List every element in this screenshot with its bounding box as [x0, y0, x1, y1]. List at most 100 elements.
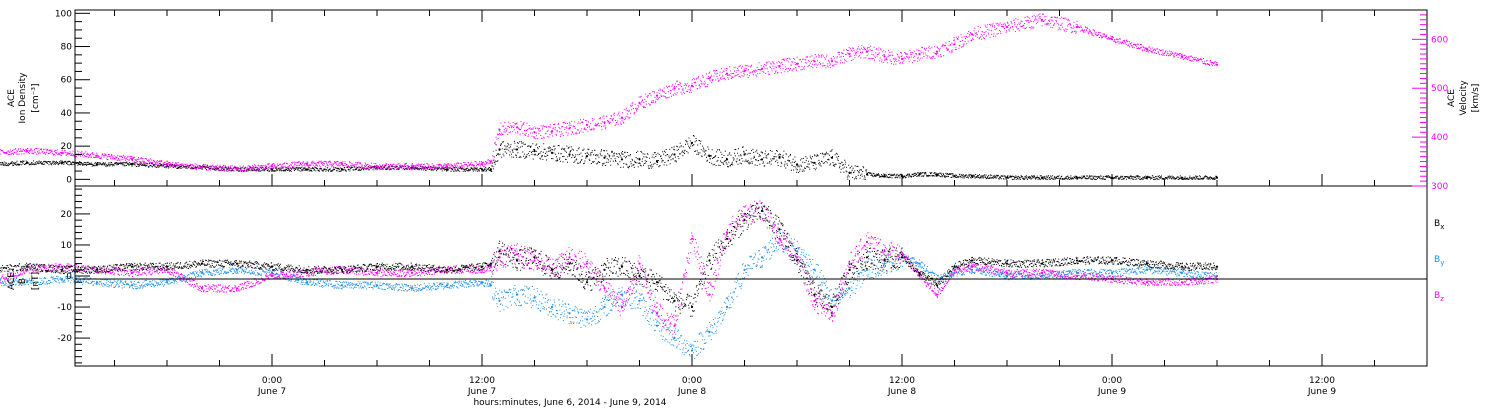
- field-legend: Bx By Bz: [1434, 219, 1444, 303]
- by-series-trace: [0, 229, 1218, 361]
- ion-density-series-point: [795, 163, 799, 166]
- date-tick-label: June 8: [677, 387, 706, 397]
- field-axis-title-line-2: B: [18, 278, 28, 284]
- by-series-point: [743, 268, 746, 271]
- bz-series-point: [515, 253, 519, 256]
- by-series-point: [725, 305, 729, 309]
- velocity-series-point: [953, 43, 956, 46]
- ion-density-series-point: [638, 158, 641, 161]
- bx-series-point: [498, 250, 501, 253]
- by-series-point: [690, 349, 694, 352]
- velocity-series-point: [515, 126, 519, 129]
- velocity-tick-label: 400: [1431, 133, 1448, 143]
- bx-series-point: [165, 265, 169, 268]
- bx-series-point: [918, 271, 921, 274]
- bz-series-point: [603, 287, 606, 290]
- field-tick-label: 0: [66, 272, 72, 282]
- density-tick-label: 20: [61, 142, 73, 152]
- by-series-point: [550, 305, 554, 309]
- velocity-series-point: [340, 162, 344, 166]
- density-tick-label: 100: [55, 9, 72, 19]
- bx-series-point: [130, 265, 134, 268]
- plasma-panel-data: [0, 13, 1219, 180]
- legend-by: By: [1434, 255, 1444, 267]
- field-tick-label: 10: [61, 241, 73, 251]
- date-tick-label: June 9: [1097, 387, 1126, 397]
- density-axis-title-line-2: Ion Density: [18, 72, 28, 124]
- bx-series-point: [900, 256, 904, 259]
- ion-density-series-point: [533, 150, 536, 153]
- velocity-axis: 300 400 500 600: [1412, 14, 1448, 192]
- field-tick-label: 20: [61, 210, 73, 220]
- velocity-series-point: [533, 131, 536, 134]
- date-tick-label: June 9: [1307, 387, 1336, 397]
- velocity-series-point: [480, 162, 484, 166]
- ion-density-series-point: [568, 153, 571, 156]
- velocity-series: [0, 13, 1219, 172]
- bz-series-point: [690, 237, 694, 240]
- bx-series-point: [620, 265, 624, 268]
- by-series-point: [760, 256, 764, 259]
- bx-series-point: [690, 305, 694, 309]
- density-axis: 0 20 40 60 80 100: [55, 9, 90, 185]
- velocity-axis-title-line-2: Velocity: [1459, 80, 1469, 116]
- legend-bz-subscript: z: [1440, 295, 1444, 303]
- bz-series-point: [673, 324, 676, 327]
- density-tick-label: 80: [61, 43, 73, 53]
- field-panel-data: [0, 200, 1219, 361]
- by-series: [0, 229, 1219, 361]
- bx-series-point: [585, 281, 589, 284]
- time-tick-label: 0:00: [682, 376, 702, 386]
- bx-series-point: [603, 268, 606, 271]
- legend-bx: Bx: [1434, 219, 1444, 231]
- time-tick-label: 12:00: [469, 376, 495, 386]
- bx-series-point: [655, 281, 659, 284]
- ion-density-series-point: [708, 155, 711, 158]
- velocity-axis-title: ACE Velocity [km/s]: [1447, 80, 1481, 116]
- velocity-series-point: [130, 158, 134, 161]
- time-tick-label: 0:00: [1102, 376, 1122, 386]
- bz-series-point: [708, 293, 711, 296]
- bz-series-point: [865, 240, 869, 243]
- by-series-point: [165, 281, 169, 284]
- by-series-point: [673, 337, 676, 340]
- bx-series-point: [865, 256, 869, 259]
- velocity-series-point: [900, 57, 904, 61]
- bz-series-point: [1145, 281, 1149, 284]
- bz-series-point: [638, 262, 641, 265]
- field-axis-title-line-3: [nT]: [31, 272, 41, 290]
- by-series-point: [568, 312, 571, 315]
- date-tick-label: June 7: [467, 387, 496, 397]
- velocity-series-point: [830, 60, 834, 63]
- velocity-series-point: [673, 87, 676, 90]
- velocity-axis-title-line-1: ACE: [1447, 89, 1457, 107]
- by-series-point: [620, 293, 624, 296]
- time-tick-label: 0:00: [262, 376, 282, 386]
- bx-series-point: [375, 265, 379, 268]
- bx-series-point: [515, 259, 519, 262]
- velocity-series-point: [725, 72, 729, 75]
- time-axis-title: hours:minutes, June 6, 2014 - June 9, 20…: [473, 398, 666, 408]
- density-tick-label: 40: [61, 109, 73, 119]
- field-axis-title: ACE B [nT]: [7, 272, 41, 290]
- legend-by-name: B: [1434, 255, 1440, 265]
- time-tick-label: 12:00: [889, 376, 915, 386]
- field-tick-label: -10: [57, 303, 72, 313]
- by-series-point: [130, 284, 134, 287]
- bz-series-point: [655, 312, 659, 315]
- bx-series-point: [410, 265, 414, 268]
- bz-series-point: [813, 299, 816, 302]
- date-tick-label: June 7: [257, 387, 286, 397]
- time-tick-label: 12:00: [1309, 376, 1335, 386]
- density-tick-label: 0: [66, 175, 72, 185]
- legend-bx-subscript: x: [1440, 223, 1444, 231]
- velocity-tick-label: 600: [1431, 35, 1448, 45]
- bx-series-point: [883, 259, 886, 262]
- density-tick-label: 60: [61, 76, 73, 86]
- velocity-series-point: [1040, 18, 1044, 21]
- velocity-tick-label: 500: [1431, 84, 1448, 94]
- date-tick-label: June 8: [887, 387, 916, 397]
- ion-density-series-point: [620, 158, 624, 161]
